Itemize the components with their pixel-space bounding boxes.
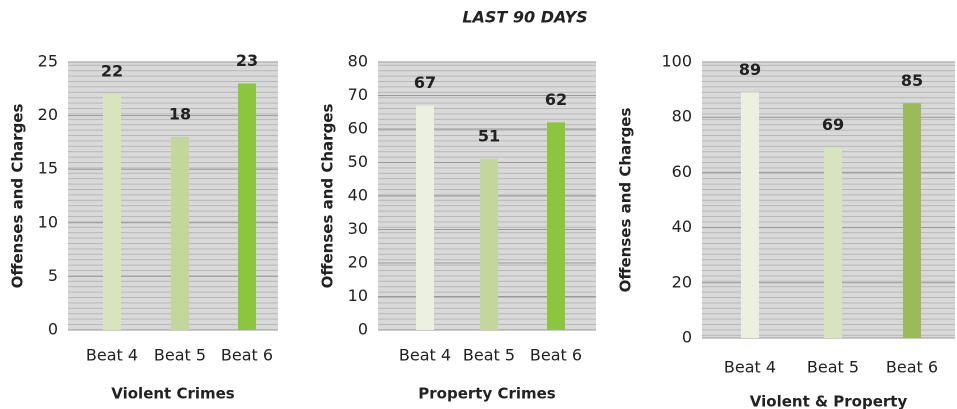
bar	[547, 122, 565, 330]
x-tick-label: Beat 5	[154, 346, 206, 365]
bar	[238, 83, 256, 330]
x-axis-label: Violent & Property	[750, 393, 908, 409]
y-tick-label: 0	[358, 320, 368, 339]
x-tick-label: Beat 4	[399, 346, 451, 365]
y-tick-label: 60	[348, 119, 368, 138]
y-axis-label: Offenses and Charges	[9, 104, 27, 289]
y-tick-label: 80	[348, 52, 368, 71]
y-tick-label: 25	[38, 52, 58, 71]
y-tick-label: 0	[48, 320, 58, 339]
y-tick-label: 5	[48, 266, 58, 285]
data-label: 62	[545, 90, 567, 109]
page: LAST 90 DAYS 0510152025Offenses and Char…	[0, 0, 957, 409]
bar	[103, 94, 121, 330]
bar	[903, 103, 921, 338]
x-axis-label: Violent Crimes	[111, 385, 235, 403]
y-tick-label: 50	[348, 152, 368, 171]
y-tick-label: 20	[38, 105, 58, 124]
bar	[171, 137, 189, 330]
bar	[416, 106, 434, 330]
y-tick-label: 0	[682, 328, 692, 347]
y-tick-label: 40	[348, 186, 368, 205]
bar	[741, 92, 759, 338]
y-tick-label: 80	[672, 107, 692, 126]
y-tick-label: 20	[672, 272, 692, 291]
data-label: 22	[101, 62, 123, 81]
y-tick-label: 20	[348, 253, 368, 272]
data-label: 23	[236, 51, 258, 70]
data-label: 69	[822, 115, 844, 134]
page-title: LAST 90 DAYS	[462, 8, 587, 27]
data-label: 67	[414, 73, 436, 92]
x-tick-label: Beat 6	[221, 346, 273, 365]
y-tick-label: 60	[672, 162, 692, 181]
y-tick-label: 70	[348, 85, 368, 104]
bar	[480, 159, 498, 330]
x-tick-label: Beat 5	[463, 346, 515, 365]
data-label: 51	[478, 127, 500, 146]
y-tick-label: 40	[672, 217, 692, 236]
y-tick-label: 10	[38, 212, 58, 231]
y-axis-label: Offenses and Charges	[617, 108, 635, 293]
x-tick-label: Beat 6	[530, 346, 582, 365]
y-tick-label: 10	[348, 286, 368, 305]
data-label: 18	[169, 105, 191, 124]
y-axis-label: Offenses and Charges	[319, 104, 337, 289]
x-tick-label: Beat 4	[724, 358, 776, 377]
y-tick-label: 15	[38, 159, 58, 178]
x-tick-label: Beat 4	[86, 346, 138, 365]
data-label: 89	[739, 60, 761, 79]
x-tick-label: Beat 6	[886, 358, 938, 377]
x-tick-label: Beat 5	[807, 358, 859, 377]
y-tick-label: 100	[661, 52, 692, 71]
bar	[824, 148, 842, 338]
x-axis-label: Property Crimes	[418, 385, 556, 403]
data-label: 85	[901, 71, 923, 90]
y-tick-label: 30	[348, 219, 368, 238]
